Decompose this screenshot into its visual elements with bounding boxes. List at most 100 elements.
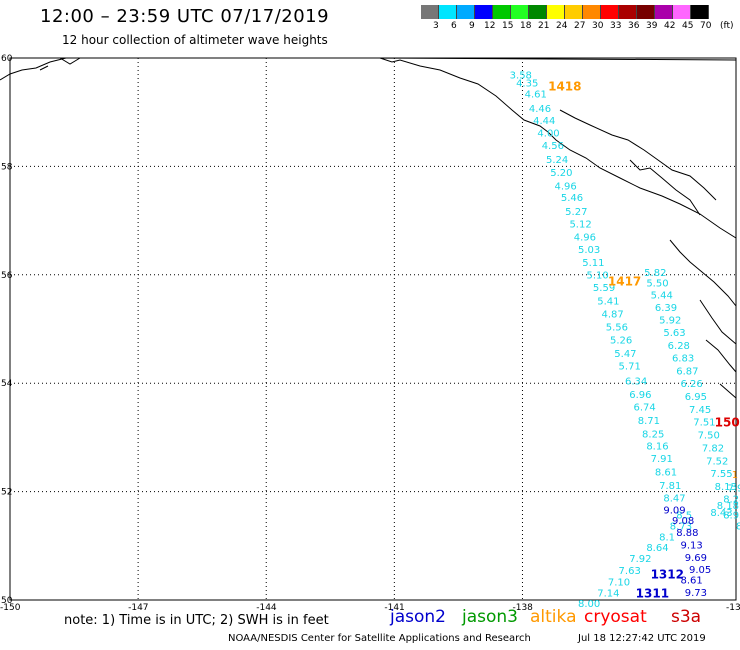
swh-observation: 8.18 <box>717 501 739 512</box>
colorbar-tick-label: 42 <box>664 21 676 31</box>
colorbar-tick-label: 15 <box>502 21 514 31</box>
swh-observation: 7.52 <box>706 457 728 468</box>
swh-observation: 7.81 <box>659 481 681 492</box>
swh-observation: 5.71 <box>619 362 641 373</box>
colorbar-swatch <box>637 5 655 19</box>
swh-observation: 8.25 <box>642 429 664 440</box>
colorbar-tick-label: 36 <box>628 21 640 31</box>
swh-observation: 6.26 <box>680 379 702 390</box>
colorbar-labels: 3 6 9 12 15 18 21 24 27 30 33 36 39 42 45 70 (ft) <box>421 21 736 33</box>
legend-altika: altika <box>530 607 577 627</box>
swh-observation: 5.27 <box>565 207 587 218</box>
colorbar-swatch <box>529 5 547 19</box>
swh-observation: 9.69 <box>685 553 707 564</box>
swh-observation: 4.56 <box>542 141 564 152</box>
swh-observation: 6.96 <box>629 390 651 401</box>
colorbar-swatch <box>493 5 511 19</box>
lon-tick-label: -147 <box>128 603 148 613</box>
swh-observation: 5.24 <box>546 155 568 166</box>
page-subtitle: 12 hour collection of altimeter wave hei… <box>62 33 328 47</box>
swh-observation: 1418 <box>548 80 581 94</box>
swh-observation: 4.35 <box>516 79 538 90</box>
swh-observation: 7.45 <box>689 405 711 416</box>
swh-observation: 9.13 <box>680 541 702 552</box>
legend-note: note: 1) Time is in UTC; 2) SWH is in fe… <box>64 613 329 628</box>
swh-observation: 8.73 <box>670 522 692 533</box>
swh-observation: 5.82 <box>644 268 666 279</box>
swh-observation: 8.13 <box>715 482 737 493</box>
swh-observation: 4.46 <box>529 104 551 115</box>
swh-observation: 5.20 <box>550 168 572 179</box>
legend-s3a: s3a <box>671 607 702 627</box>
colorbar-tick-label: 45 <box>682 21 694 31</box>
swh-observation: 5.11 <box>582 258 604 269</box>
swh-observation: 8.43 <box>710 508 732 519</box>
colorbar-tick-label: 3 <box>433 21 439 31</box>
lat-tick-label: 58 <box>1 162 13 172</box>
swh-observation: 5.50 <box>646 279 668 290</box>
swh-observation: 8.95 <box>723 511 740 522</box>
colorbar-swatch <box>439 5 457 19</box>
swh-observation: 6.87 <box>676 367 698 378</box>
colorbar-swatch <box>547 5 565 19</box>
swh-observation: 8.16 <box>646 441 668 452</box>
colorbar-tick-label: 9 <box>469 21 475 31</box>
swh-observation: 9.08 <box>672 516 694 527</box>
swh-observation: 8.71 <box>638 416 660 427</box>
swh-observation: 9.73 <box>685 588 707 599</box>
swh-observation: 5.44 <box>651 291 673 302</box>
lon-tick-label: -150 <box>0 603 21 613</box>
swh-observation: 5.12 <box>569 220 591 231</box>
swh-observation: 6.28 <box>668 341 690 352</box>
colorbar-swatch <box>565 5 583 19</box>
swh-observation: 1417 <box>608 275 641 289</box>
colorbar-tick-label: 6 <box>451 21 457 31</box>
colorbar-swatch <box>619 5 637 19</box>
swh-observation: 8.47 <box>663 493 685 504</box>
swh-observation: 7.50 <box>698 430 720 441</box>
swh-observation: 8.88 <box>676 528 698 539</box>
legend-jason2: jason2 <box>390 607 446 627</box>
swh-observation: 4.00 <box>537 129 559 140</box>
swh-observation: 8.28 <box>723 494 740 505</box>
lon-tick-label: -138 <box>512 603 533 613</box>
colorbar-tick-label: 70 <box>700 21 712 31</box>
swh-observation: 8.00 <box>578 599 600 610</box>
lat-tick-label: 60 <box>1 54 13 64</box>
swh-observation: 1 <box>732 470 738 481</box>
page-title: 12:00 – 23:59 UTC 07/17/2019 <box>40 6 330 27</box>
timestamp: Jul 18 12:27:42 UTC 2019 <box>578 633 706 644</box>
swh-observation: 5.63 <box>663 328 685 339</box>
lat-tick-label: 50 <box>1 596 13 606</box>
lat-tick-label: 56 <box>1 271 13 281</box>
colorbar-tick-label: 24 <box>556 21 568 31</box>
colorbar-swatch <box>421 5 439 19</box>
swh-observation: 7.51 <box>693 417 715 428</box>
lon-tick-label: -141 <box>384 603 404 613</box>
swh-observation: 9.09 <box>663 505 685 516</box>
colorbar <box>421 5 709 19</box>
swh-observation: 5.10 <box>587 271 609 282</box>
coastline-detail <box>559 109 737 399</box>
coastline-west <box>0 57 81 81</box>
lat-tick-label: 52 <box>1 488 12 498</box>
swh-observation: 7.14 <box>597 589 619 600</box>
colorbar-swatch <box>673 5 691 19</box>
swh-observation: 6.83 <box>672 354 694 365</box>
swh-observation: 4.61 <box>525 90 547 101</box>
swh-observation: 5.46 <box>561 193 583 204</box>
colorbar-tick-label: 33 <box>610 21 622 31</box>
swh-observation: 7.63 <box>619 566 641 577</box>
colorbar-swatch <box>655 5 673 19</box>
swh-observation: 8.61 <box>655 467 677 478</box>
axis-labels: 60 58 56 54 52 50-150 -147 -144 -141 -138 -13 <box>0 54 740 613</box>
swh-observation: 5.92 <box>659 316 681 327</box>
swh-observation: 7.92 <box>629 554 651 565</box>
lat-tick-label: 54 <box>1 379 13 389</box>
legend-jason3: jason3 <box>462 607 518 627</box>
colorbar-tick-label: 30 <box>592 21 604 31</box>
legend-cryosat: cryosat <box>584 607 647 627</box>
swh-observation: 8.97 <box>736 522 740 533</box>
